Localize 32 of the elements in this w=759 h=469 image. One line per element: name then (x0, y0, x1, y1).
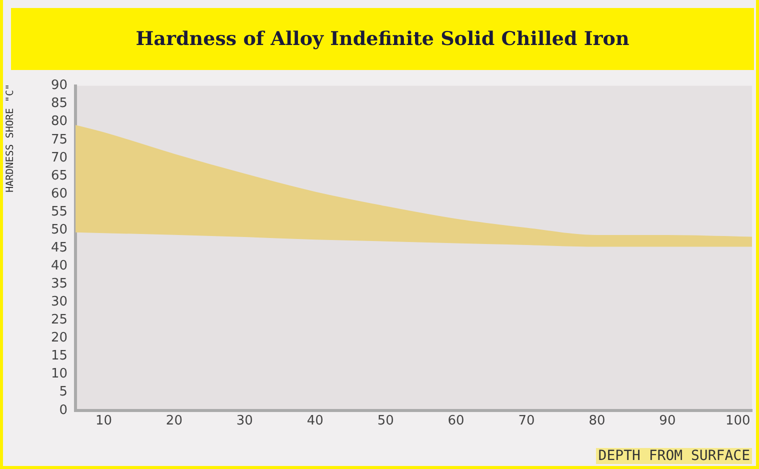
x-tick-label: 30 (236, 414, 253, 429)
x-tick-label: 90 (659, 414, 676, 429)
y-axis-title: HARDNESS SHORE "C" (5, 84, 16, 192)
y-tick-label: 45 (50, 240, 68, 256)
y-tick-label: 35 (50, 276, 68, 292)
y-tick-label: 25 (50, 312, 68, 328)
y-tick-label: 75 (50, 132, 68, 148)
y-tick-label: 60 (50, 186, 68, 202)
y-tick-label: 65 (50, 168, 68, 184)
x-tick-label: 100 (725, 414, 750, 429)
x-tick-label: 40 (306, 414, 324, 429)
y-tick-label: 5 (59, 384, 68, 400)
x-axis-title: DEPTH FROM SURFACE (596, 448, 752, 464)
y-tick-label: 20 (50, 330, 68, 346)
x-tick-label: 50 (377, 414, 394, 429)
x-tick-label: 20 (166, 414, 182, 429)
chart-title: Hardness of Alloy Indefinite Solid Chilled Iron (11, 8, 754, 70)
y-tick-label: 50 (50, 222, 68, 238)
y-tick-label: 90 (50, 78, 68, 94)
y-tick-label: 55 (50, 204, 68, 220)
y-tick-label: 85 (50, 96, 68, 112)
y-tick-label: 0 (59, 402, 68, 418)
y-tick-label: 80 (50, 114, 68, 130)
y-tick-label: 40 (50, 258, 68, 274)
x-tick-label: 70 (518, 414, 535, 429)
x-tick-label: 80 (588, 414, 606, 429)
y-tick-label: 10 (50, 366, 68, 382)
y-tick-label: 30 (50, 294, 68, 310)
x-tick-label: 60 (448, 414, 464, 429)
x-tick-label: 10 (95, 414, 112, 429)
y-tick-label: 70 (50, 150, 68, 166)
y-tick-label: 15 (50, 348, 68, 364)
